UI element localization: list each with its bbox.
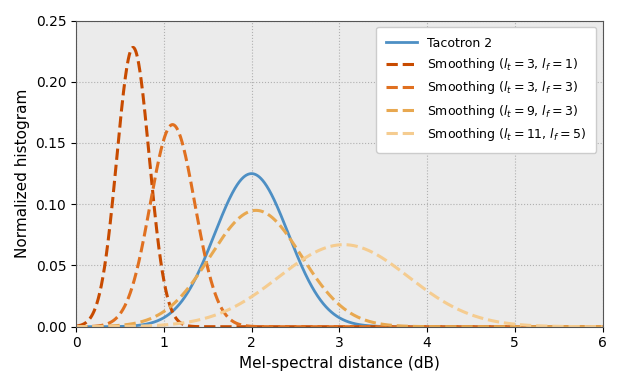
- Smoothing ($l_t = 3$, $l_f = 1$): [129, 45, 137, 50]
- Tacotron 2: [248, 171, 255, 176]
- Smoothing ($l_t = 11$, $l_f = 5$): [314, 249, 322, 253]
- Smoothing ($l_t = 3$, $l_f = 3$): [328, 324, 336, 329]
- Tacotron 2: [487, 324, 494, 329]
- Smoothing ($l_t = 3$, $l_f = 3$): [99, 323, 106, 327]
- Smoothing ($l_t = 3$, $l_f = 1$): [487, 324, 494, 329]
- Smoothing ($l_t = 3$, $l_f = 1$): [583, 324, 591, 329]
- Smoothing ($l_t = 9$, $l_f = 3$): [252, 208, 259, 213]
- Line: Tacotron 2: Tacotron 2: [76, 174, 603, 327]
- Smoothing ($l_t = 9$, $l_f = 3$): [328, 296, 336, 300]
- Smoothing ($l_t = 3$, $l_f = 3$): [583, 324, 591, 329]
- Y-axis label: Normalized histogram: Normalized histogram: [15, 89, 30, 258]
- Smoothing ($l_t = 9$, $l_f = 3$): [599, 324, 606, 329]
- X-axis label: Mel-spectral distance (dB): Mel-spectral distance (dB): [239, 356, 440, 371]
- Smoothing ($l_t = 3$, $l_f = 1$): [584, 324, 592, 329]
- Line: Smoothing ($l_t = 9$, $l_f = 3$): Smoothing ($l_t = 9$, $l_f = 3$): [76, 210, 603, 327]
- Smoothing ($l_t = 9$, $l_f = 3$): [72, 324, 80, 329]
- Smoothing ($l_t = 3$, $l_f = 1$): [72, 324, 80, 328]
- Tacotron 2: [583, 324, 591, 329]
- Smoothing ($l_t = 11$, $l_f = 5$): [584, 324, 592, 329]
- Smoothing ($l_t = 11$, $l_f = 5$): [583, 324, 591, 329]
- Smoothing ($l_t = 11$, $l_f = 5$): [340, 242, 347, 247]
- Smoothing ($l_t = 3$, $l_f = 1$): [328, 324, 336, 329]
- Smoothing ($l_t = 3$, $l_f = 1$): [99, 275, 106, 279]
- Smoothing ($l_t = 3$, $l_f = 3$): [72, 324, 80, 329]
- Smoothing ($l_t = 3$, $l_f = 3$): [584, 324, 592, 329]
- Smoothing ($l_t = 9$, $l_f = 3$): [315, 279, 322, 283]
- Smoothing ($l_t = 9$, $l_f = 3$): [583, 324, 591, 329]
- Smoothing ($l_t = 3$, $l_f = 3$): [169, 122, 176, 127]
- Smoothing ($l_t = 11$, $l_f = 5$): [328, 244, 336, 248]
- Smoothing ($l_t = 3$, $l_f = 3$): [487, 324, 494, 329]
- Line: Smoothing ($l_t = 3$, $l_f = 3$): Smoothing ($l_t = 3$, $l_f = 3$): [76, 125, 603, 327]
- Smoothing ($l_t = 3$, $l_f = 1$): [599, 324, 606, 329]
- Line: Smoothing ($l_t = 3$, $l_f = 1$): Smoothing ($l_t = 3$, $l_f = 1$): [76, 47, 603, 327]
- Smoothing ($l_t = 11$, $l_f = 5$): [99, 324, 106, 329]
- Smoothing ($l_t = 11$, $l_f = 5$): [599, 324, 606, 329]
- Line: Smoothing ($l_t = 11$, $l_f = 5$): Smoothing ($l_t = 11$, $l_f = 5$): [76, 245, 603, 327]
- Tacotron 2: [72, 324, 80, 329]
- Tacotron 2: [599, 324, 606, 329]
- Tacotron 2: [584, 324, 592, 329]
- Smoothing ($l_t = 11$, $l_f = 5$): [487, 318, 494, 323]
- Smoothing ($l_t = 9$, $l_f = 3$): [487, 324, 494, 329]
- Smoothing ($l_t = 3$, $l_f = 3$): [599, 324, 606, 329]
- Legend: Tacotron 2, Smoothing ($l_t = 3$, $l_f = 1$), Smoothing ($l_t = 3$, $l_f = 3$), : Tacotron 2, Smoothing ($l_t = 3$, $l_f =…: [376, 27, 596, 153]
- Smoothing ($l_t = 11$, $l_f = 5$): [72, 324, 80, 329]
- Tacotron 2: [328, 311, 336, 315]
- Smoothing ($l_t = 9$, $l_f = 3$): [584, 324, 592, 329]
- Smoothing ($l_t = 9$, $l_f = 3$): [99, 324, 106, 328]
- Tacotron 2: [315, 295, 322, 300]
- Smoothing ($l_t = 3$, $l_f = 3$): [315, 324, 322, 329]
- Smoothing ($l_t = 3$, $l_f = 1$): [315, 324, 322, 329]
- Tacotron 2: [99, 324, 106, 329]
